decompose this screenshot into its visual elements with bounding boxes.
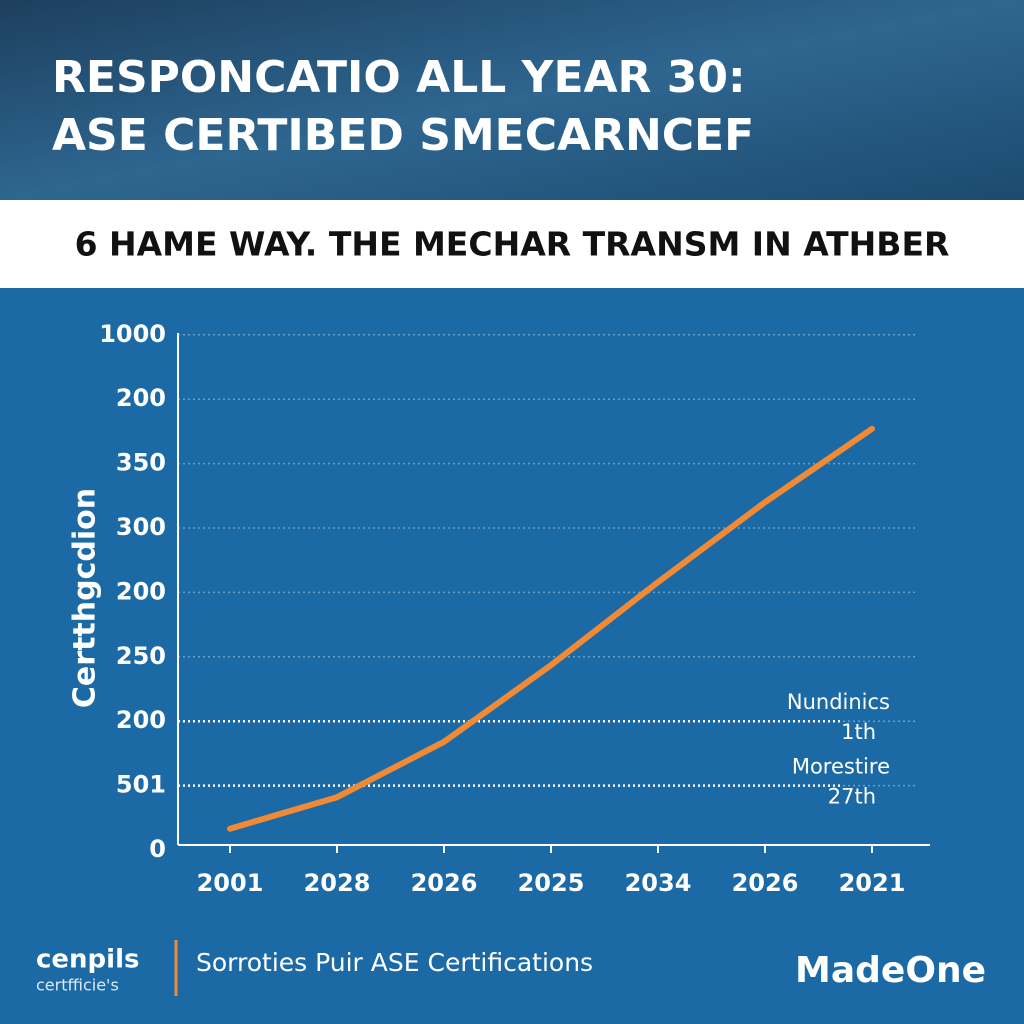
logo-text: cenpils: [36, 945, 139, 975]
y-tick-label: 250: [116, 642, 166, 670]
annotation: 1th: [841, 720, 876, 744]
x-tick-label: 2026: [411, 869, 478, 897]
y-tick-label: 350: [116, 449, 166, 477]
x-tick-label: 2026: [732, 869, 799, 897]
x-tick-label: 2025: [518, 869, 585, 897]
x-tick-label: 2001: [197, 869, 264, 897]
header-band: [0, 0, 1024, 200]
y-tick-label: 0: [149, 835, 166, 863]
data-line: [227, 425, 875, 832]
y-tick-label: 200: [116, 577, 166, 605]
chart-panel: [0, 288, 1024, 1024]
annotation: Morestire: [792, 755, 890, 779]
annotation: Nundinics: [787, 690, 890, 714]
y-tick-label: 200: [116, 706, 166, 734]
subtitle-band: [0, 200, 1024, 288]
subtitle: 6 HAME WAY. THE MECHAR TRANSM IN ATHBER: [75, 225, 950, 264]
title-line: ASE CERTIBED SMECARNCEF: [52, 110, 754, 161]
x-tick-label: 2028: [304, 869, 371, 897]
y-tick-label: 1000: [99, 320, 166, 348]
logo-subtext: certfficie's: [36, 976, 119, 995]
y-axis-label: Certthgcdion: [68, 488, 103, 708]
y-tick-label: 200: [116, 384, 166, 412]
y-tick-label: 300: [116, 513, 166, 541]
y-tick-label: 501: [116, 771, 166, 799]
brand: MadeOne: [795, 950, 986, 991]
x-tick-label: 2034: [625, 869, 692, 897]
x-tick-label: 2021: [839, 869, 906, 897]
title-line: RESPONCATIO ALL YEAR 30:: [52, 52, 746, 103]
footer-caption: Sorroties Puir ASE Certifications: [196, 948, 593, 977]
annotation: 27th: [828, 785, 876, 809]
